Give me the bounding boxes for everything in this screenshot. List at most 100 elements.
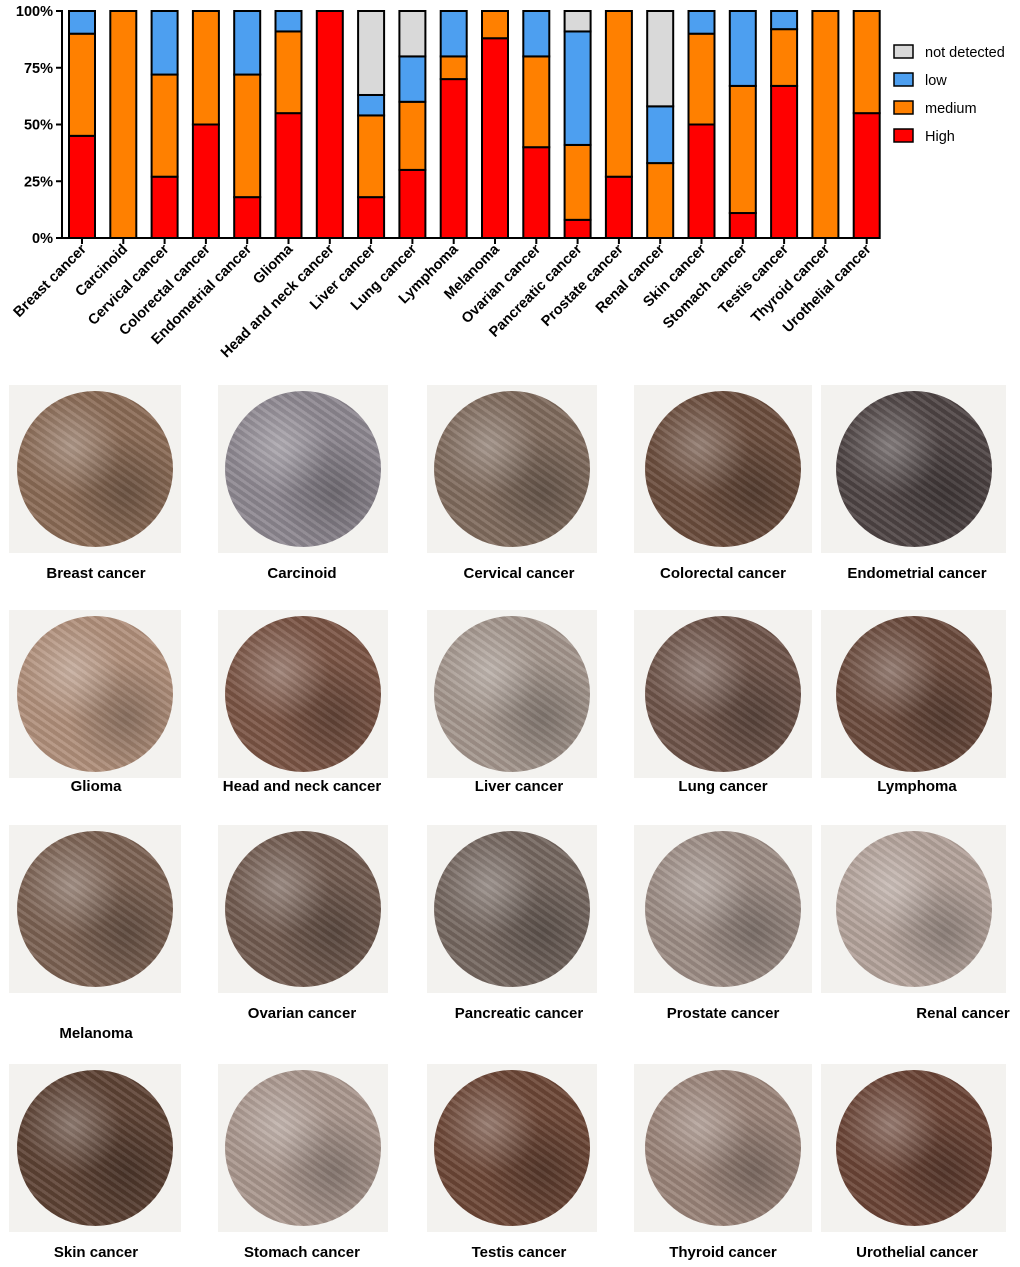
tissue-caption: Colorectal cancer (660, 565, 786, 582)
tissue-core-image (835, 1070, 992, 1226)
legend-label: low (925, 73, 947, 89)
bar-segment-medium (68, 32, 96, 137)
bar-segment-high (274, 112, 303, 239)
bar-segment-medium (274, 30, 303, 115)
tissue-caption: Breast cancer (46, 565, 146, 582)
tissue-core-image (434, 1070, 590, 1226)
tissue-image-frame (218, 825, 388, 993)
tissue-image-frame (634, 610, 812, 778)
bar-segment-high (233, 196, 262, 239)
tissue-image-frame (427, 825, 597, 993)
y-tick-label: 50% (24, 118, 53, 134)
bar-segment-medium (604, 10, 633, 178)
tissue-image-frame (821, 1064, 1006, 1232)
bar-segment-high (68, 134, 96, 240)
bar-segment-medium (357, 114, 386, 199)
bar-segment-medium (109, 10, 138, 239)
tissue-image-frame (427, 610, 597, 778)
tissue-caption: Glioma (70, 778, 122, 795)
tissue-caption: Head and neck cancer (222, 778, 382, 795)
y-tick-label: 100% (16, 4, 53, 20)
legend-swatch (893, 44, 914, 59)
bar-segment-medium (770, 28, 799, 87)
y-tick-label: 0% (32, 231, 53, 247)
tissue-core-image (17, 616, 173, 772)
legend-label: medium (925, 101, 977, 117)
bar-segment-not-detected (398, 10, 427, 58)
tissue-image-frame (634, 825, 812, 993)
bar-segment-medium (233, 73, 262, 199)
x-tick-label: Breast cancer (11, 241, 90, 320)
bar-segment-medium (398, 100, 427, 171)
bar-segment-high (191, 123, 220, 239)
tissue-caption: Prostate cancer (666, 1005, 780, 1022)
bar-segment-medium (811, 10, 840, 239)
tissue-core-image (645, 616, 801, 772)
bar-segment-not-detected (563, 10, 592, 33)
tissue-image-frame (821, 610, 1006, 778)
tissue-core-image (835, 391, 992, 547)
bar-segment-low (646, 105, 675, 165)
bar-segment-high (604, 175, 633, 240)
bar-segment-medium (481, 10, 509, 40)
tissue-image-frame (821, 385, 1006, 553)
bar-segment-high (563, 218, 592, 239)
bar-segment-medium (150, 73, 179, 178)
tissue-caption: Melanoma (59, 1025, 133, 1042)
tissue-image-frame (821, 825, 1006, 993)
bar-segment-low (770, 10, 799, 31)
bar-segment-high (315, 10, 344, 239)
tissue-core-image (225, 1070, 381, 1226)
legend-label: High (925, 129, 955, 145)
bar-segment-low (357, 93, 386, 117)
bar-segment-high (728, 212, 757, 239)
bar-segment-low (728, 10, 757, 87)
y-tick-label: 25% (24, 174, 53, 190)
legend-swatch (893, 72, 914, 87)
tissue-caption: Cervical cancer (463, 565, 575, 582)
tissue-core-image (645, 391, 801, 547)
bar-segment-high (852, 112, 881, 239)
bar-segment-medium (439, 55, 468, 81)
tissue-caption: Renal cancer (916, 1005, 1010, 1022)
legend-swatch (893, 128, 914, 143)
tissue-image-frame (218, 385, 388, 553)
bar-segment-medium (191, 10, 220, 126)
bar-segment-low (398, 55, 427, 103)
bar-segment-low (233, 10, 262, 76)
bar-segment-high (439, 78, 468, 239)
tissue-core-image (434, 616, 590, 772)
bar-segment-high (357, 196, 386, 239)
tissue-image-frame (9, 385, 181, 553)
bar-segment-medium (852, 10, 881, 115)
tissue-core-image (434, 831, 590, 987)
tissue-caption: Lymphoma (877, 778, 957, 795)
tissue-core-image (225, 616, 381, 772)
tissue-core-image (835, 616, 992, 772)
tissue-caption: Pancreatic cancer (454, 1005, 584, 1022)
tissue-image-frame (218, 1064, 388, 1232)
bar-segment-medium (563, 143, 592, 221)
tissue-core-image (17, 391, 173, 547)
tissue-core-image (225, 391, 381, 547)
bar-segment-low (150, 10, 179, 76)
tissue-image-frame (9, 1064, 181, 1232)
bar-segment-high (770, 84, 799, 239)
bar-segment-low (274, 10, 303, 33)
bar-segment-high (522, 146, 551, 239)
bar-segment-low (687, 10, 716, 35)
tissue-caption: Endometrial cancer (847, 565, 987, 582)
tissue-core-image (645, 831, 801, 987)
bar-segment-not-detected (646, 10, 675, 108)
tissue-caption: Lung cancer (678, 778, 768, 795)
y-tick-label: 75% (24, 61, 53, 77)
legend-label: not detected (925, 45, 1005, 61)
tissue-core-image (225, 831, 381, 987)
tissue-caption: Stomach cancer (244, 1244, 360, 1261)
bar-segment-medium (646, 162, 675, 239)
tissue-core-image (17, 1070, 173, 1226)
bar-segment-medium (687, 32, 716, 126)
bar-segment-high (687, 123, 716, 239)
bar-segment-high (481, 37, 509, 239)
